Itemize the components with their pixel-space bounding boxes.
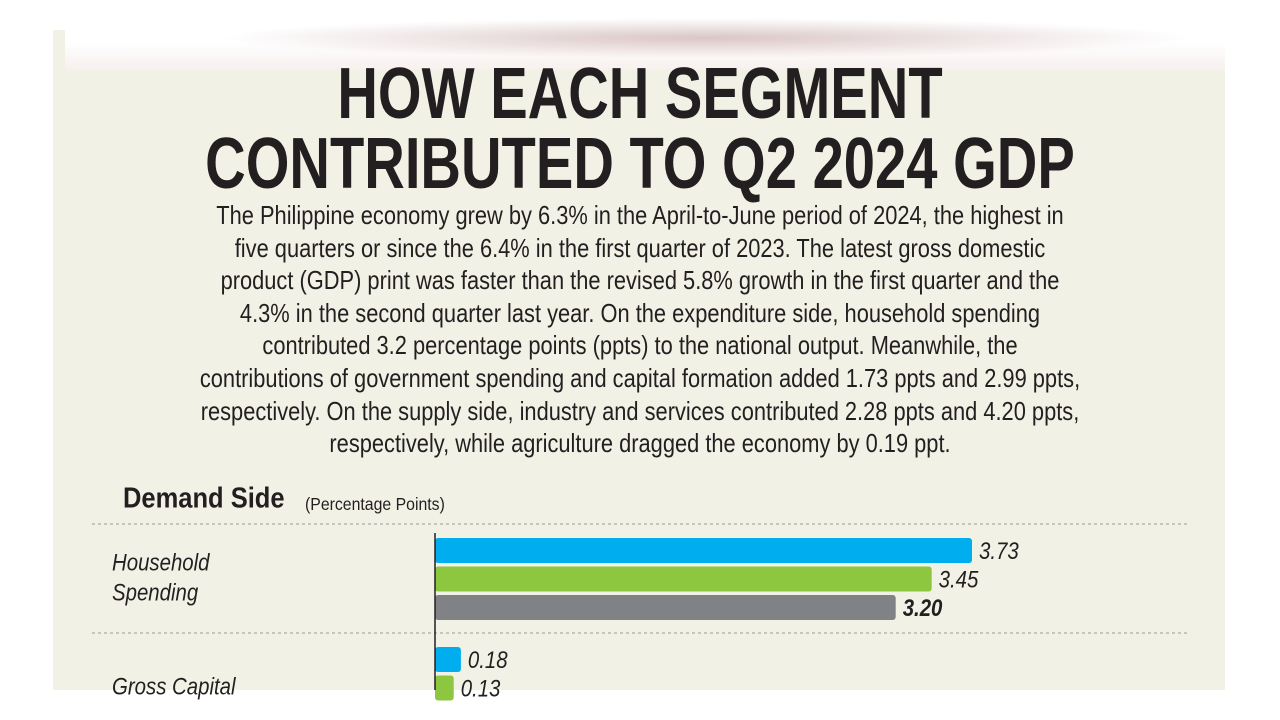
body-line: 4.3% in the second quarter last year. On… (239, 297, 1041, 328)
bar (435, 566, 932, 592)
chart-title: Demand Side (123, 481, 285, 514)
bar (435, 675, 454, 701)
category-label: Household (112, 549, 210, 576)
category-label: Gross Capital (112, 673, 237, 700)
body-line: respectively. On the supply side, indust… (200, 395, 1080, 426)
value-label: 3.45 (939, 566, 979, 593)
top-strip (65, 0, 1225, 70)
category-label: Spending (112, 579, 199, 606)
body-line: The Philippine economy grew by 6.3% in t… (216, 200, 1064, 230)
body-line: contributed 3.2 percentage points (ppts)… (262, 330, 1018, 361)
value-label: 3.20 (903, 594, 943, 621)
value-label: 0.18 (468, 646, 508, 673)
value-label: 3.73 (979, 537, 1019, 564)
title-line: CONTRIBUTED TO Q2 2024 GDP (205, 124, 1075, 204)
title-line: HOW EACH SEGMENT (337, 54, 943, 134)
body-line: contributions of government spending and… (199, 363, 1081, 393)
value-label: 0.13 (461, 675, 501, 702)
body-line: five quarters or since the 6.4% in the f… (234, 232, 1046, 263)
chart-subtitle: (Percentage Points) (305, 494, 445, 514)
bar (435, 595, 896, 620)
bar (435, 538, 972, 563)
body-line: respectively, while agriculture dragged … (329, 428, 951, 459)
bar (435, 647, 461, 672)
shadow (215, 18, 1195, 58)
body-line: product (GDP) print was faster than the … (220, 265, 1060, 296)
